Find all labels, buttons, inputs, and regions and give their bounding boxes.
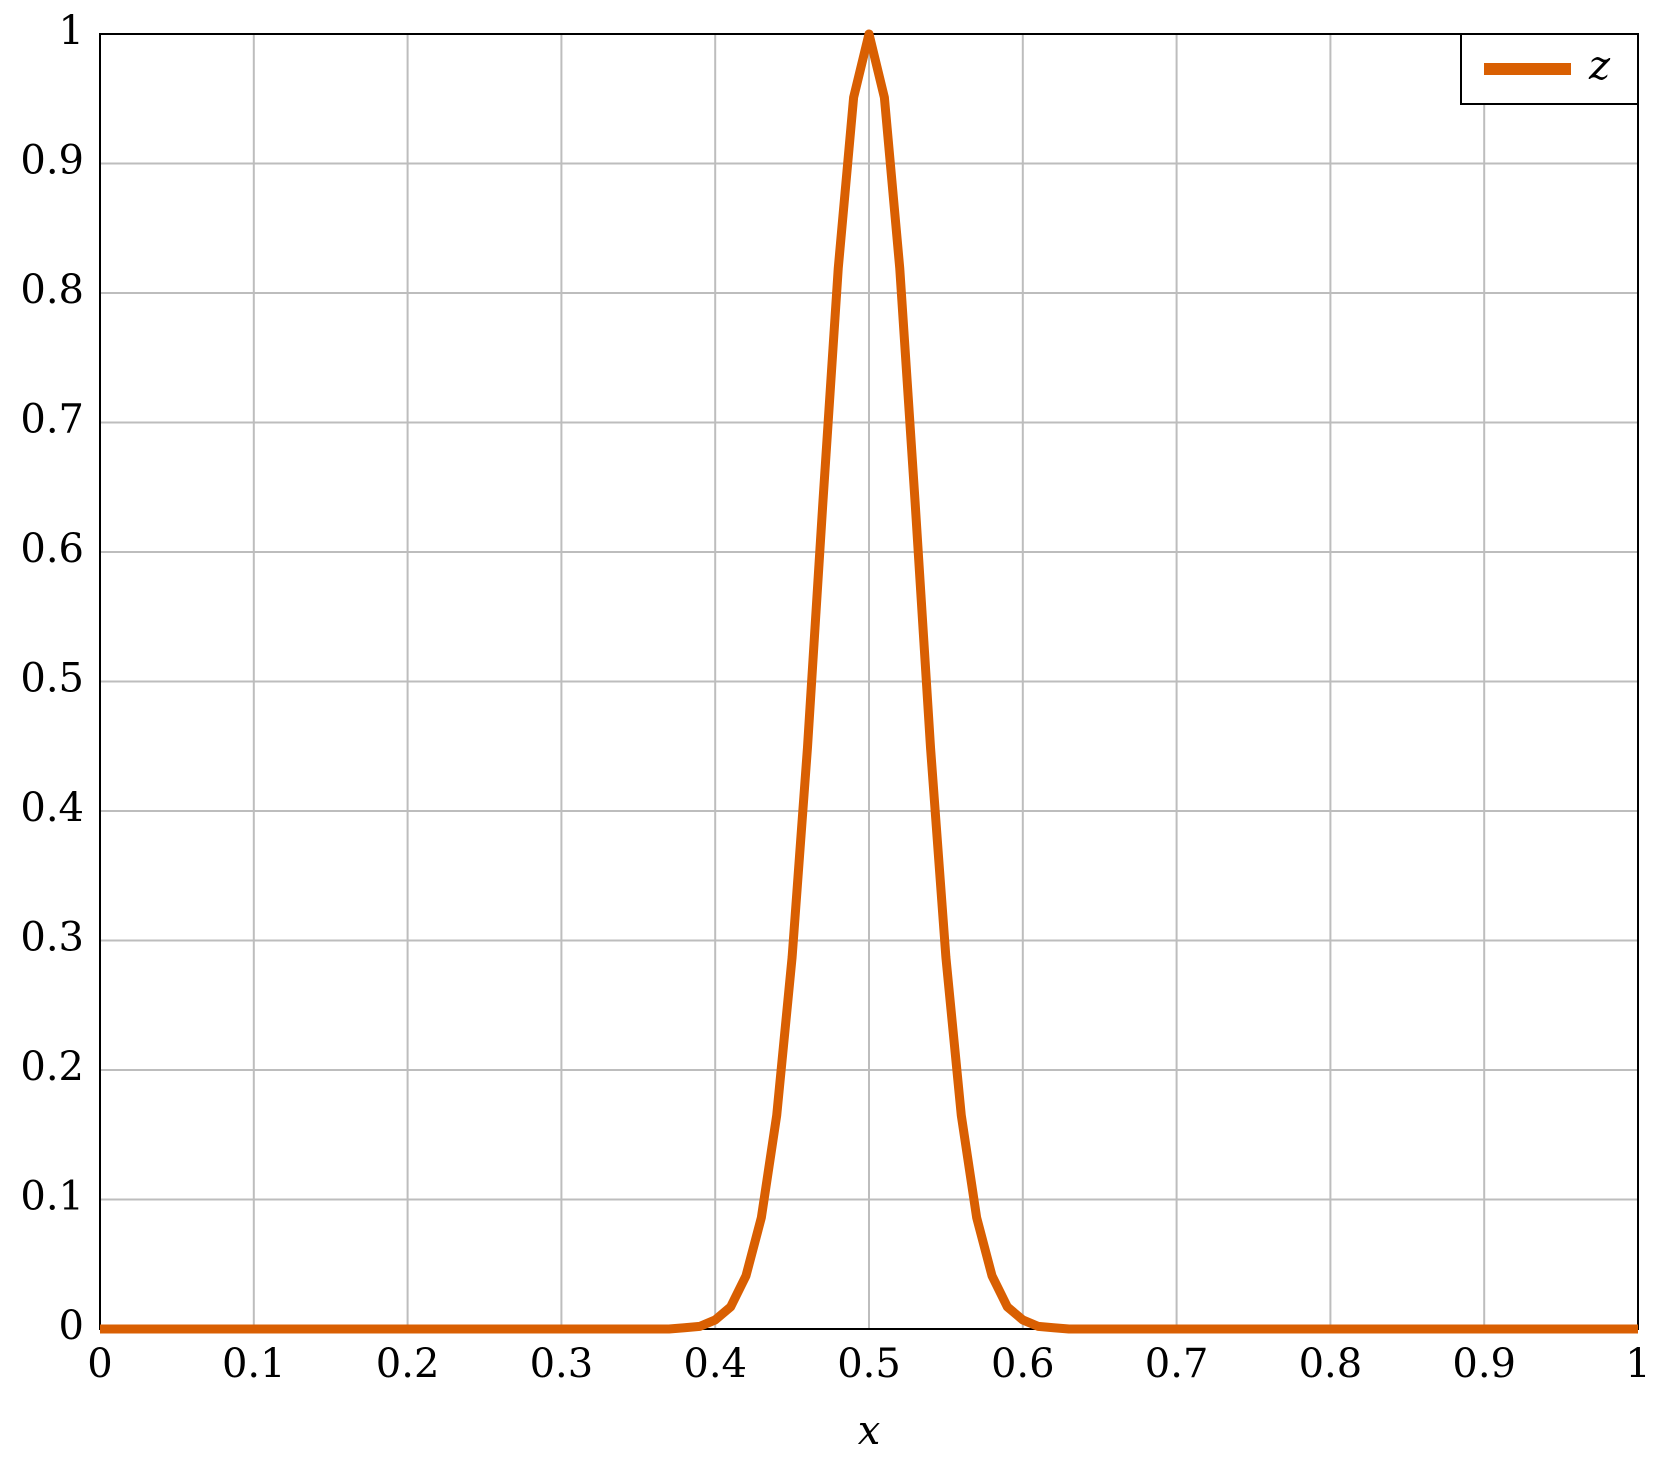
x-tick-label: 0.5 <box>837 1341 901 1387</box>
y-tick-label: 0.6 <box>20 526 84 572</box>
x-tick-label: 0.6 <box>991 1341 1055 1387</box>
legend-label: z <box>1588 43 1611 89</box>
y-tick-label: 0.5 <box>20 656 84 702</box>
y-tick-label: 0.9 <box>20 138 84 184</box>
x-axis-label: x <box>858 1408 881 1454</box>
y-tick-label: 0.1 <box>20 1174 84 1220</box>
x-tick-label: 0.2 <box>376 1341 440 1387</box>
x-tick-label: 0.9 <box>1452 1341 1516 1387</box>
x-tick-label: 0.8 <box>1299 1341 1363 1387</box>
x-tick-label: 1 <box>1625 1341 1650 1387</box>
y-tick-label: 1 <box>59 8 84 54</box>
x-tick-label: 0 <box>87 1341 112 1387</box>
y-tick-label: 0 <box>59 1303 84 1349</box>
x-tick-label: 0.1 <box>222 1341 286 1387</box>
y-tick-label: 0.4 <box>20 785 84 831</box>
y-tick-label: 0.2 <box>20 1044 84 1090</box>
y-tick-label: 0.8 <box>20 267 84 313</box>
x-tick-label: 0.7 <box>1145 1341 1209 1387</box>
x-tick-label: 0.4 <box>683 1341 747 1387</box>
y-tick-label: 0.3 <box>20 915 84 961</box>
x-tick-label: 0.3 <box>530 1341 594 1387</box>
line-series <box>100 29 1638 1334</box>
y-tick-label: 0.7 <box>20 397 84 443</box>
